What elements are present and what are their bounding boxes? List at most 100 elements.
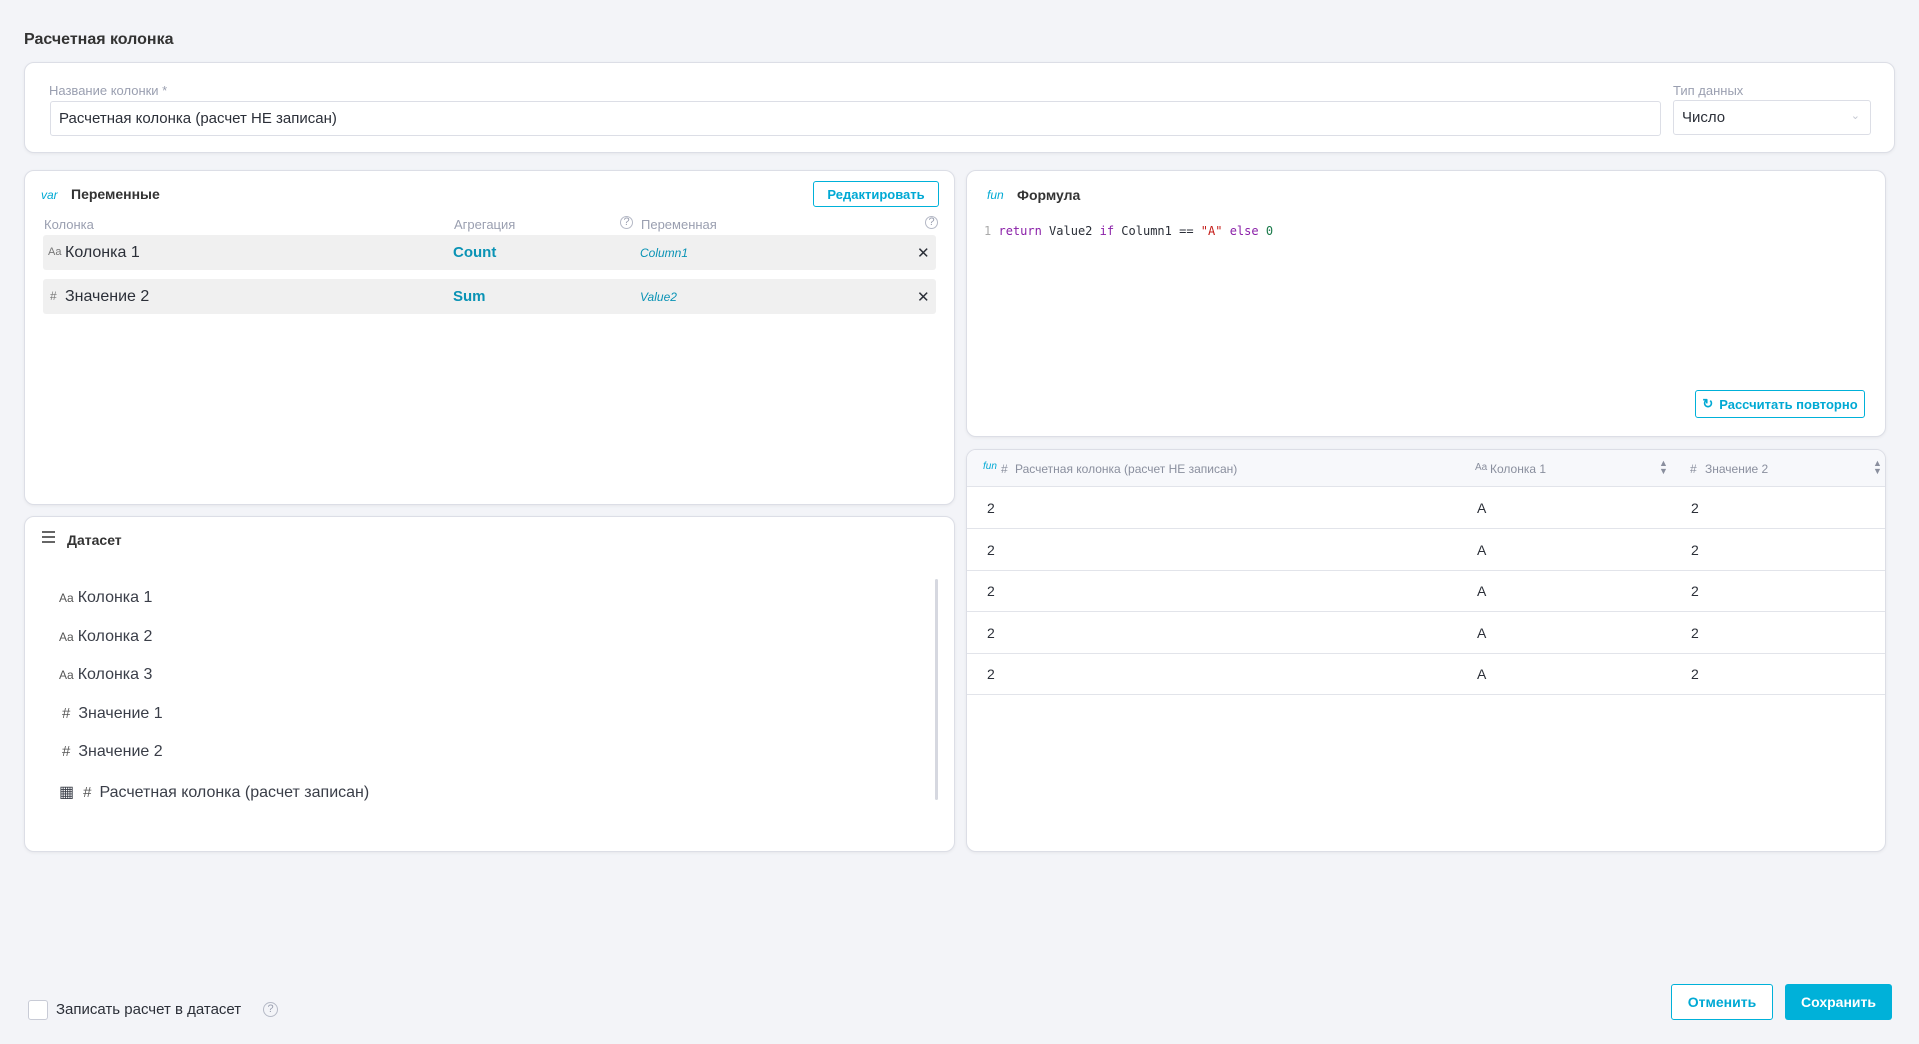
table-cell: 2 — [987, 624, 995, 641]
dataset-card: Датасет Aa Колонка 1 Aa Колонка 2 Aa Колонка … — [24, 516, 955, 852]
fun-icon: fun — [983, 461, 997, 472]
text-type-icon: Aa — [59, 668, 74, 682]
edit-variables-button[interactable]: Редактировать — [813, 181, 939, 207]
name-label: Название колонки * — [49, 83, 168, 98]
code-token: "A" — [1200, 224, 1223, 238]
dataset-item[interactable]: Aa Колонка 3 — [59, 666, 152, 684]
dataset-item[interactable]: # Значение 2 — [59, 743, 163, 761]
dataset-item[interactable]: Aa Колонка 1 — [59, 589, 152, 607]
header-variable: Переменная — [641, 217, 717, 232]
dataset-item-label: Значение 2 — [78, 743, 163, 760]
text-type-icon: Aa — [59, 591, 74, 605]
sort-icon[interactable]: ▲ ▼ — [1659, 458, 1668, 476]
table-cell: 2 — [987, 500, 995, 516]
code-token — [1259, 224, 1266, 238]
variable-row: # Значение 2 Sum Value2 ✕ — [43, 279, 936, 314]
number-type-icon: # — [62, 743, 71, 760]
table-cell: 2 — [1691, 541, 1699, 558]
column-name-input[interactable]: Расчетная колонка (расчет НЕ записан) — [50, 101, 1661, 136]
table-cell: A — [1477, 666, 1487, 682]
dataset-item[interactable]: ▦ # Расчетная колонка (расчет записан) — [59, 782, 369, 802]
variable-column: Колонка 1 — [65, 244, 140, 261]
calculator-icon: ▦ — [59, 783, 75, 801]
code-token: Column1 == — [1114, 224, 1201, 238]
text-type-icon: Aa — [59, 629, 74, 644]
recalculate-label: Рассчитать повторно — [1719, 396, 1858, 412]
table-row: 2 A 2 — [967, 529, 1885, 571]
table-cell: A — [1477, 583, 1487, 599]
help-icon[interactable]: ? — [263, 1002, 278, 1017]
code-token: return — [998, 224, 1042, 238]
dataset-item-label: Колонка 1 — [77, 589, 153, 606]
help-icon[interactable]: ? — [620, 216, 633, 229]
variable-row: Aa Колонка 1 Count Column1 ✕ — [43, 235, 936, 270]
dataset-item-label: Расчетная колонка (расчет записан) — [99, 783, 370, 801]
dataset-item[interactable]: # Значение 1 — [59, 705, 163, 723]
refresh-icon: ↻ — [1702, 396, 1714, 411]
chevron-down-icon: ⌄ — [1850, 110, 1860, 122]
dataset-item-label: Колонка 3 — [77, 666, 153, 683]
dataset-item[interactable]: Aa Колонка 2 — [59, 628, 152, 646]
table-cell: 2 — [1691, 583, 1699, 599]
variables-card: var Переменные Редактировать Колонка Агр… — [24, 170, 955, 505]
code-token: Value2 — [1041, 224, 1100, 238]
variable-aggregation[interactable]: Sum — [453, 288, 486, 305]
code-token — [1222, 224, 1229, 238]
remove-icon[interactable]: ✕ — [917, 245, 930, 262]
table-cell: 2 — [1691, 500, 1699, 516]
variable-name[interactable]: Column1 — [640, 246, 689, 260]
sort-icon[interactable]: ▲ ▼ — [1873, 458, 1882, 476]
column-settings-card: Название колонки * Расчетная колонка (ра… — [24, 62, 1895, 153]
number-type-icon: # — [62, 704, 71, 722]
header-value2[interactable]: Значение 2 — [1705, 462, 1769, 476]
var-icon: var — [41, 188, 58, 202]
dataset-item-label: Значение 1 — [78, 704, 163, 722]
recalculate-button[interactable]: ↻ Рассчитать повторно — [1695, 390, 1865, 418]
help-icon[interactable]: ? — [925, 216, 938, 229]
code-token: if — [1099, 224, 1115, 238]
dataset-title: Датасет — [67, 532, 122, 548]
header-calculated[interactable]: Расчетная колонка (расчет НЕ записан) — [1015, 462, 1238, 476]
formula-title: Формула — [1017, 187, 1081, 203]
variable-name[interactable]: Value2 — [640, 290, 677, 304]
table-cell: 2 — [1691, 666, 1699, 682]
write-label: Записать расчет в датасет — [56, 1001, 242, 1018]
table-cell: 2 — [987, 541, 995, 558]
text-type-icon: Aa — [48, 246, 62, 258]
page-title: Расчетная колонка — [24, 31, 174, 48]
number-type-icon: # — [50, 289, 57, 303]
table-header: fun # Расчетная колонка (расчет НЕ запис… — [967, 450, 1885, 487]
remove-icon[interactable]: ✕ — [917, 289, 930, 306]
number-type-icon: # — [83, 783, 92, 801]
scrollbar[interactable] — [935, 579, 938, 800]
header-column1[interactable]: Колонка 1 — [1490, 462, 1547, 476]
database-icon — [42, 531, 55, 543]
preview-table: fun # Расчетная колонка (расчет НЕ запис… — [966, 449, 1886, 852]
table-cell: A — [1477, 624, 1487, 641]
code-token: 0 — [1265, 224, 1274, 238]
number-type-icon: # — [1001, 462, 1008, 476]
table-cell: A — [1477, 500, 1487, 516]
dataset-item-label: Колонка 2 — [77, 627, 153, 645]
formula-card: fun Формула 1 return Value2 if Column1 =… — [966, 170, 1886, 437]
table-row: 2 A 2 — [967, 612, 1885, 654]
code-editor[interactable]: 1 return Value2 if Column1 == "A" else 0 — [984, 224, 1273, 238]
save-button[interactable]: Сохранить — [1785, 984, 1892, 1020]
table-cell: 2 — [1691, 624, 1699, 641]
data-type-value: Число — [1682, 109, 1726, 126]
header-column: Колонка — [44, 217, 94, 232]
data-type-select[interactable]: Число ⌄ — [1673, 100, 1871, 135]
table-row: 2 A 2 — [967, 570, 1885, 612]
header-aggregation: Агрегация — [454, 217, 516, 232]
type-label: Тип данных — [1673, 83, 1744, 98]
code-token: else — [1229, 224, 1259, 238]
write-checkbox[interactable] — [28, 1000, 48, 1020]
variable-aggregation[interactable]: Count — [453, 244, 497, 261]
cancel-button[interactable]: Отменить — [1671, 984, 1773, 1020]
table-cell: 2 — [987, 666, 995, 682]
table-row: 2 A 2 — [967, 487, 1885, 529]
fun-icon: fun — [987, 188, 1004, 202]
line-number: 1 — [984, 224, 992, 238]
number-type-icon: # — [1690, 462, 1697, 476]
text-type-icon: Aa — [1475, 462, 1488, 473]
